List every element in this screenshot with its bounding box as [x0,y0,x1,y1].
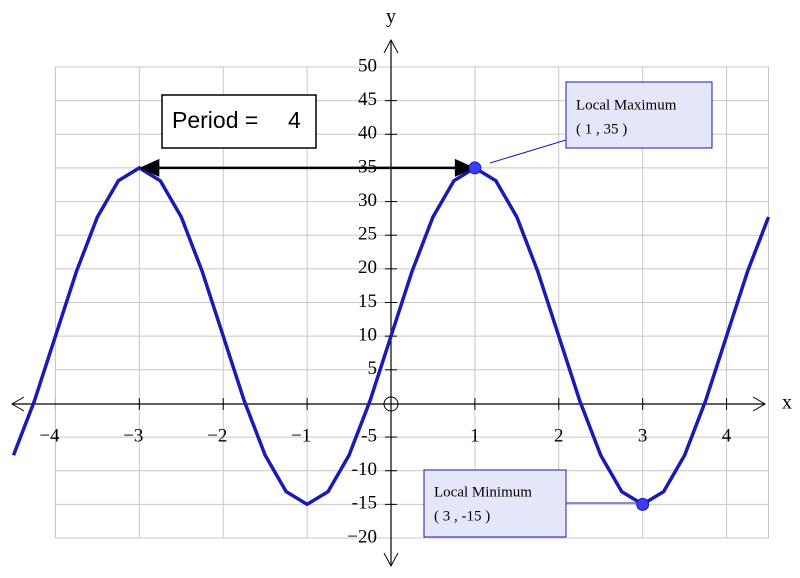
y-tick-label: 35 [358,156,377,177]
period-arrowhead [139,158,160,177]
period-box [161,94,317,149]
y-arrow-bottom [383,552,399,568]
extremum-point [468,161,482,175]
x-tick-label: 2 [554,425,564,446]
min-coords: ( 3 , -15 ) [434,508,490,524]
y-tick-label: -15 [352,493,377,514]
max-annotation: Local Maximum ( 1 , 35 ) [489,81,713,164]
x-arrow-right [752,396,766,412]
min-box [423,469,567,538]
grid-frame [54,66,769,539]
y-arrow-top [383,38,399,54]
x-axis-label: x [782,392,792,414]
x-arrow-left [11,396,25,412]
x-tick-label: 3 [638,425,648,446]
y-tick-label: 30 [358,190,377,211]
y-tick-label: 5 [368,358,378,379]
y-tick-label: 10 [358,325,377,346]
y-tick-label: 20 [358,257,377,278]
y-tick-label: 15 [358,291,377,312]
y-tick-label: 50 [358,55,377,76]
min-label: Local Minimum [434,484,532,500]
x-tick-label: −2 [207,425,227,446]
max-label: Local Maximum [576,97,677,113]
period-value: 4 [288,107,301,133]
period-label: Period = [172,107,258,133]
extremum-point [636,497,650,511]
y-tick-label: -10 [352,459,377,480]
y-tick-label: 45 [358,89,377,110]
x-tick-label: 4 [722,425,732,446]
period-arrowhead [454,158,475,177]
axes: x y [11,6,792,568]
max-connector [489,139,567,164]
period-annotation: Period = 4 [161,94,317,149]
x-tick-label: −3 [123,425,143,446]
x-tick-label: −4 [39,425,60,446]
plot [11,158,771,511]
max-box [565,81,713,149]
max-coords: ( 1 , 35 ) [576,121,627,137]
y-tick-label: −20 [347,526,377,547]
y-tick-label: 40 [358,123,377,144]
grid [54,66,769,539]
y-tick-label: 25 [358,224,377,245]
y-axis-label: y [386,6,396,28]
origin [383,396,399,412]
min-annotation: Local Minimum ( 3 , -15 ) [423,469,636,538]
x-tick-label: 1 [470,425,480,446]
x-tick-label: −1 [291,425,311,446]
y-tick-label: -5 [361,425,377,446]
